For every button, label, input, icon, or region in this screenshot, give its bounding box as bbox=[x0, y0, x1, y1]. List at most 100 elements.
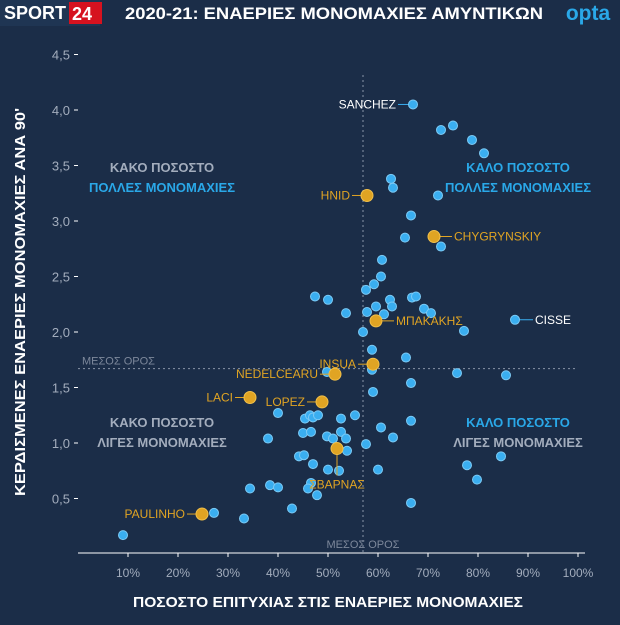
data-point bbox=[239, 513, 249, 524]
point-label: LACI bbox=[206, 390, 233, 404]
data-point bbox=[336, 413, 346, 424]
y-ticks: 0,5 1,0 1,5 2,0 2,5 3,0 3,5 4,0 4,5 bbox=[52, 48, 78, 507]
sport24-logo: SPORT 24 bbox=[0, 0, 102, 26]
mean-y-label: ΜΕΣΟΣ ΟΡΟΣ bbox=[82, 356, 155, 368]
x-tick-label: 80% bbox=[466, 566, 490, 580]
data-point bbox=[299, 450, 309, 461]
quadrant-top-right-line1: ΚΑΛΟ ΠΟΣΟΣΤΟ bbox=[466, 160, 570, 175]
data-point bbox=[273, 408, 283, 419]
quadrant-top-left-line1: ΚΑΚΟ ΠΟΣΟΣΤΟ bbox=[110, 160, 214, 175]
data-point bbox=[448, 120, 458, 131]
data-point bbox=[467, 134, 477, 145]
y-tick-label: 4,0 bbox=[52, 103, 70, 118]
highlight-point bbox=[369, 314, 383, 328]
data-point bbox=[406, 497, 416, 508]
quadrant-top-right-line2: ΠΟΛΛΕΣ ΜΟΝΟΜΑΧΙΕΣ bbox=[445, 180, 591, 195]
data-point bbox=[426, 308, 436, 319]
data-point bbox=[373, 464, 383, 475]
y-tick-label: 1,0 bbox=[52, 436, 70, 451]
data-point bbox=[334, 465, 344, 476]
data-point bbox=[496, 451, 506, 462]
data-point bbox=[308, 459, 318, 470]
highlight-point bbox=[427, 230, 441, 244]
highlight-point bbox=[366, 357, 380, 371]
data-point bbox=[341, 308, 351, 319]
data-point bbox=[411, 291, 421, 302]
highlight-point bbox=[195, 507, 209, 521]
data-point bbox=[209, 507, 219, 518]
point-label: CHYGRYNSKIY bbox=[454, 230, 541, 244]
data-point bbox=[406, 415, 416, 426]
labeled-point: SANCHEZ bbox=[339, 97, 418, 111]
y-tick-label: 4,5 bbox=[52, 48, 70, 63]
data-point bbox=[386, 173, 396, 184]
labeled-point: HNID bbox=[321, 188, 374, 202]
data-point bbox=[379, 309, 389, 320]
data-point bbox=[459, 325, 469, 336]
highlight-point bbox=[360, 188, 374, 202]
mean-x-label: ΜΕΣΟΣ ΟΡΟΣ bbox=[327, 539, 400, 551]
point-label: ΣΒΑΡΝΑΣ bbox=[309, 478, 365, 492]
data-point bbox=[358, 327, 368, 337]
point-label: HNID bbox=[321, 188, 351, 202]
labeled-point: CISSE bbox=[510, 313, 571, 327]
labeled-points: SANCHEZ CISSE HNID CHYGRYNSKIY ΜΠΑΚΑΚΗΣ INSUA… bbox=[125, 97, 571, 521]
data-point bbox=[341, 433, 351, 444]
x-tick-label: 10% bbox=[116, 566, 140, 580]
chart-title: 2020-21: ΕΝΑΕΡΙΕΣ ΜΟΝΟΜΑΧΙΕΣ ΑΜΥΝΤΙΚΩΝ bbox=[125, 4, 543, 23]
point-label: ΜΠΑΚΑΚΗΣ bbox=[396, 314, 463, 328]
data-point bbox=[376, 422, 386, 433]
labeled-point: ΣΒΑΡΝΑΣ bbox=[309, 442, 365, 492]
y-tick-label: 3,5 bbox=[52, 159, 70, 174]
data-point bbox=[510, 314, 520, 325]
data-point bbox=[479, 148, 489, 159]
point-label: CISSE bbox=[535, 313, 571, 327]
x-tick-label: 20% bbox=[166, 566, 190, 580]
data-point bbox=[287, 503, 297, 514]
labeled-point: LOPEZ bbox=[266, 395, 329, 409]
data-point bbox=[433, 190, 443, 201]
labeled-point: LACI bbox=[206, 390, 257, 404]
labeled-point: PAULINHO bbox=[125, 507, 209, 521]
x-tick-label: 40% bbox=[266, 566, 290, 580]
data-point bbox=[367, 344, 377, 355]
data-point bbox=[387, 301, 397, 312]
logo-24-text: 24 bbox=[72, 4, 92, 24]
x-tick-label: 50% bbox=[316, 566, 340, 580]
data-point bbox=[419, 303, 429, 314]
data-point bbox=[501, 370, 511, 381]
logo-sport-text: SPORT bbox=[4, 3, 66, 23]
data-point bbox=[336, 426, 346, 437]
data-point bbox=[303, 483, 313, 494]
data-point bbox=[400, 232, 410, 243]
highlight-point bbox=[328, 367, 342, 381]
labeled-point: NEDELCEARU bbox=[236, 367, 342, 381]
data-point bbox=[273, 482, 283, 493]
y-tick-label: 3,0 bbox=[52, 214, 70, 229]
data-point bbox=[362, 307, 372, 318]
data-point bbox=[118, 530, 128, 541]
x-tick-label: 90% bbox=[516, 566, 540, 580]
opta-logo: opta bbox=[566, 2, 611, 25]
y-tick-label: 1,5 bbox=[52, 381, 70, 396]
labeled-point: CHYGRYNSKIY bbox=[427, 230, 541, 244]
quadrant-labels: ΚΑΚΟ ΠΟΣΟΣΤΟ ΠΟΛΛΕΣ ΜΟΝΟΜΑΧΙΕΣ ΚΑΛΟ ΠΟΣΟ… bbox=[89, 160, 591, 450]
data-point bbox=[406, 378, 416, 389]
x-tick-label: 30% bbox=[216, 566, 240, 580]
data-point bbox=[263, 433, 273, 444]
labeled-point: ΜΠΑΚΑΚΗΣ bbox=[369, 314, 463, 328]
x-tick-label: 60% bbox=[366, 566, 390, 580]
data-point bbox=[388, 432, 398, 443]
highlight-point bbox=[243, 390, 257, 404]
point-label: INSUA bbox=[319, 357, 356, 371]
x-ticks: 10% 20% 30% 40% 50% 60% 70% 80% 90% 100% bbox=[116, 553, 594, 580]
data-point bbox=[342, 445, 352, 456]
data-point bbox=[369, 279, 379, 290]
data-point bbox=[377, 254, 387, 265]
data-point bbox=[323, 294, 333, 305]
data-point bbox=[452, 368, 462, 379]
data-point bbox=[408, 99, 418, 110]
point-label: NEDELCEARU bbox=[236, 367, 318, 381]
